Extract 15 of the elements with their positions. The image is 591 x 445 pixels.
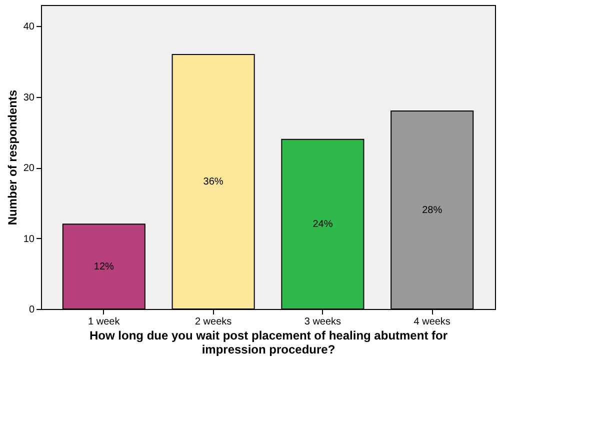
y-tick-label: 30 <box>23 92 35 104</box>
y-tick-label: 40 <box>23 22 35 33</box>
y-tick-label: 10 <box>23 234 35 245</box>
data-label: 12% <box>94 262 114 273</box>
y-tick-label: 0 <box>28 304 35 316</box>
data-label: 36% <box>203 176 224 188</box>
x-tick-label: 1 week <box>88 316 121 328</box>
x-tick-label: 2 weeks <box>194 316 232 328</box>
x-axis-title: How long due you wait post placement of healing abutment for impression procedure? <box>89 328 448 356</box>
data-label: 28% <box>422 205 442 216</box>
y-tick-label: 20 <box>23 163 35 174</box>
y-axis-title: Number of respondents <box>5 90 20 226</box>
x-tick-label: 4 weeks <box>414 316 450 328</box>
x-tick-label: 3 weeks <box>304 316 342 328</box>
data-label: 24% <box>312 219 333 230</box>
